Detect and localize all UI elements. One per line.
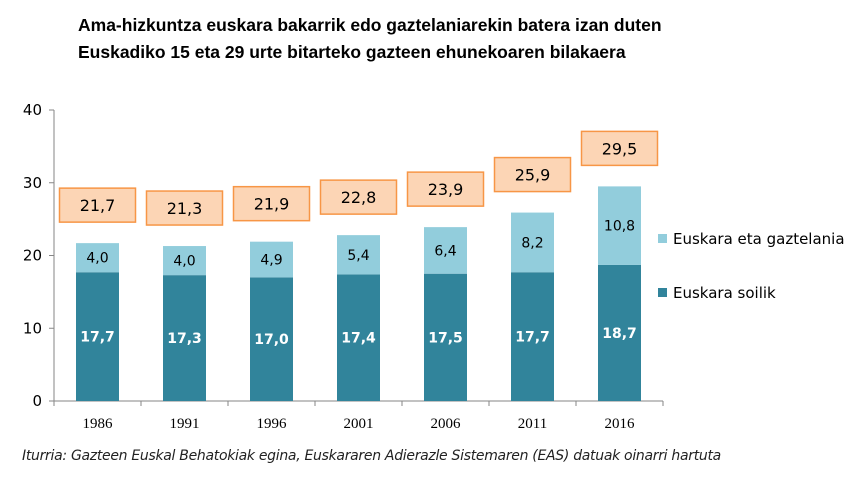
total-label: 21,9	[254, 195, 290, 214]
bar-segment	[424, 273, 467, 401]
total-box	[58, 187, 137, 223]
y-tick-label: 20	[23, 247, 42, 265]
title-line-1: Ama-hizkuntza euskara bakarrik edo gazte…	[78, 15, 662, 35]
total-box	[493, 156, 572, 193]
total-label: 21,3	[167, 199, 203, 218]
bar-segment	[424, 227, 467, 274]
data-label: 8,2	[521, 235, 543, 251]
bar-segment	[76, 243, 119, 273]
total-box	[319, 179, 398, 215]
x-tick-label: 1996	[257, 416, 288, 432]
y-tick-label: 10	[23, 319, 42, 337]
bar-segment	[250, 277, 293, 401]
total-box	[580, 130, 659, 167]
total-label: 22,8	[341, 188, 377, 207]
data-label: 6,4	[434, 243, 456, 259]
legend-label: Euskara eta gaztelania	[673, 230, 845, 248]
x-tick-label: 2016	[605, 416, 636, 432]
bar-segment	[598, 264, 641, 401]
data-label: 17,7	[80, 330, 115, 346]
chart-title: Ama-hizkuntza euskara bakarrik edo gazte…	[78, 12, 662, 66]
total-box	[145, 190, 224, 226]
bar-segment	[337, 274, 380, 401]
data-label: 17,0	[254, 332, 289, 348]
total-label: 21,7	[80, 196, 116, 215]
bar-segment	[598, 186, 641, 265]
x-tick-label: 1991	[170, 416, 200, 432]
data-label: 5,4	[347, 248, 369, 264]
data-label: 4,9	[260, 253, 282, 269]
y-tick-label: 40	[23, 101, 42, 119]
bar-segment	[163, 275, 206, 401]
data-label: 4,0	[86, 251, 108, 267]
data-label: 4,0	[173, 254, 195, 270]
x-tick-label: 2006	[431, 416, 462, 432]
bar-segment	[337, 235, 380, 275]
bar-segment	[511, 212, 554, 273]
data-label: 17,3	[167, 331, 202, 347]
total-label: 25,9	[515, 166, 551, 185]
source-note: Iturria: Gazteen Euskal Behatokiak egina…	[22, 448, 721, 464]
x-tick-label: 2011	[518, 416, 547, 432]
total-box	[232, 185, 311, 222]
legend-label: Euskara soilik	[673, 284, 776, 302]
bar-segment	[250, 241, 293, 278]
y-tick-label: 30	[23, 174, 42, 192]
data-label: 18,7	[602, 326, 637, 342]
legend-swatch	[658, 288, 667, 297]
total-label: 29,5	[602, 139, 638, 158]
bar-segment	[163, 246, 206, 276]
bar-segment	[76, 272, 119, 401]
bar-segment	[511, 272, 554, 401]
legend-swatch	[658, 234, 667, 243]
total-label: 23,9	[428, 180, 464, 199]
x-tick-label: 1986	[83, 416, 114, 432]
total-box	[406, 171, 485, 207]
data-label: 17,5	[428, 330, 463, 346]
data-label: 17,7	[515, 330, 550, 346]
x-tick-label: 2001	[344, 416, 374, 432]
data-label: 10,8	[604, 219, 635, 235]
data-label: 17,4	[341, 331, 376, 347]
y-tick-label: 0	[32, 392, 42, 410]
title-line-2: Euskadiko 15 eta 29 urte bitarteko gazte…	[78, 42, 626, 62]
